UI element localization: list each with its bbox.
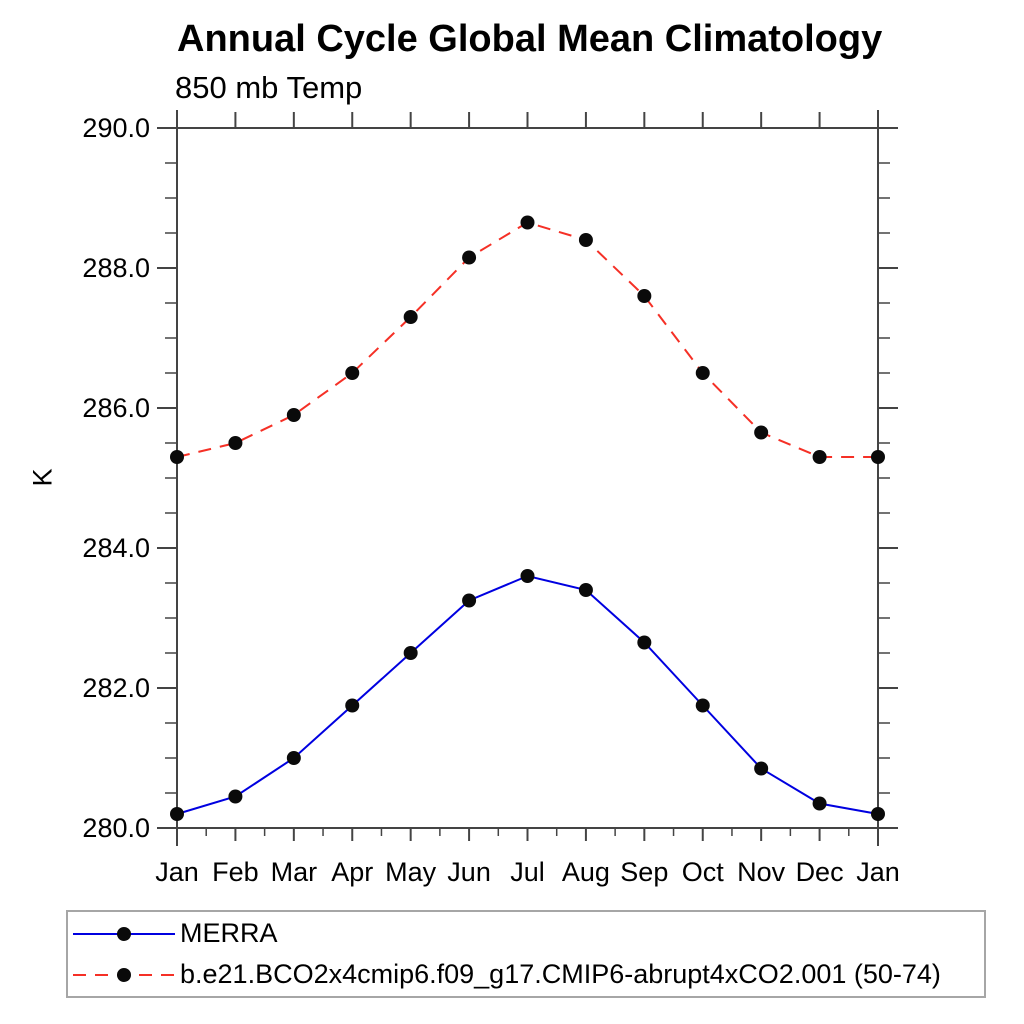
y-tick-label: 280.0 <box>82 813 150 843</box>
series-1-marker <box>637 289 652 303</box>
chart-title: Annual Cycle Global Mean Climatology <box>177 18 883 60</box>
series-0-marker <box>871 807 885 821</box>
legend-line-sample-model <box>73 967 175 982</box>
x-tick-label: Jan <box>155 857 199 887</box>
series-0-marker <box>228 789 243 804</box>
series-1-marker <box>462 250 477 265</box>
legend-label-model: b.e21.BCO2x4cmip6.f09_g17.CMIP6-abrupt4x… <box>180 959 941 989</box>
x-tick-label: Apr <box>331 857 373 887</box>
x-tick-label: Dec <box>796 857 844 887</box>
y-tick-label: 288.0 <box>82 253 150 283</box>
x-tick-label: Jul <box>510 857 545 887</box>
chart-subtitle: 850 mb Temp <box>175 70 363 105</box>
x-tick-label: Sep <box>620 857 668 887</box>
x-tick-label: Nov <box>737 857 786 887</box>
series-0-marker <box>403 646 418 660</box>
series-1-marker <box>578 233 593 247</box>
series-0-marker <box>812 796 827 811</box>
x-tick-label: Jun <box>447 857 491 887</box>
series-0-marker <box>345 698 360 713</box>
legend-box: MERRA b.e21.BCO2x4cmip6.f09_g17.CMIP6-ab… <box>66 910 986 998</box>
y-tick-label: 290.0 <box>82 113 150 143</box>
y-tick-label: 282.0 <box>82 673 150 703</box>
legend-label-merra: MERRA <box>180 918 278 948</box>
series-0-marker <box>637 635 652 650</box>
series-0-marker <box>578 583 593 597</box>
legend-item-merra: MERRA <box>68 917 984 951</box>
series-line-1 <box>176 221 878 458</box>
series-0-marker <box>462 593 477 608</box>
series-1-marker <box>228 436 243 450</box>
series-1-marker <box>345 366 360 380</box>
x-tick-label: Feb <box>212 857 259 887</box>
x-tick-label: May <box>385 857 437 887</box>
series-0-marker <box>754 761 769 776</box>
series-1-marker <box>754 425 769 440</box>
legend-item-model: b.e21.BCO2x4cmip6.f09_g17.CMIP6-abrupt4x… <box>68 958 984 992</box>
series-0-marker <box>520 569 535 583</box>
series-1-marker <box>695 366 710 380</box>
y-tick-label: 286.0 <box>82 393 150 423</box>
series-0-marker <box>170 807 184 821</box>
x-tick-label: Oct <box>682 857 725 887</box>
y-tick-label: 284.0 <box>82 533 150 563</box>
x-tick-label: Mar <box>271 857 318 887</box>
series-0-marker <box>286 751 301 765</box>
series-1-marker <box>403 310 418 324</box>
series-1-marker <box>871 450 885 464</box>
x-tick-label: Aug <box>562 857 610 887</box>
series-0-marker <box>695 698 710 713</box>
series-1-marker <box>170 450 184 464</box>
legend-line-sample-merra <box>73 926 175 941</box>
series-1-marker <box>812 450 827 464</box>
series-1-marker <box>286 408 301 422</box>
x-tick-label: Jan <box>856 857 900 887</box>
series-1-marker <box>520 215 535 230</box>
series-line-0 <box>176 574 879 815</box>
